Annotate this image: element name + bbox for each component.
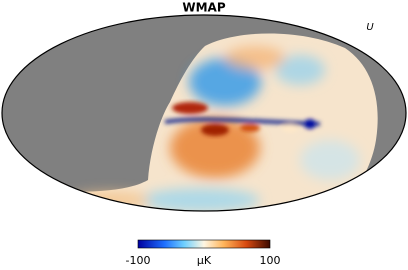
map-outline [1, 14, 407, 212]
galactic-plane [164, 102, 321, 136]
colorbar [137, 239, 271, 249]
sky-map [2, 15, 406, 211]
map-title: WMAP [182, 1, 225, 15]
stokes-label: U [366, 22, 374, 33]
signal-structure [70, 46, 360, 211]
colorbar-unit: μK [197, 254, 212, 267]
colorbar-min-label: -100 [126, 254, 151, 267]
colorbar-max-label: 100 [260, 254, 281, 267]
